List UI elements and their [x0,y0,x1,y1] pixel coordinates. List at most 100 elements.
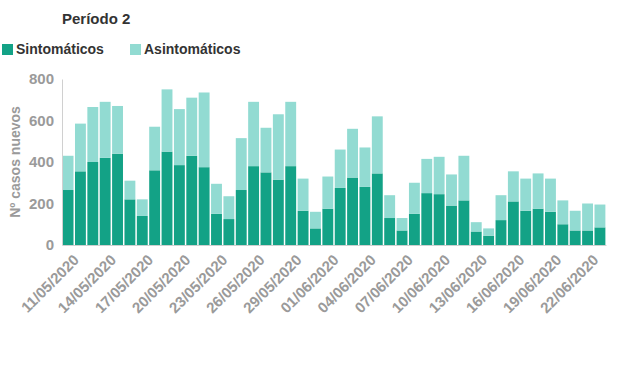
bar [298,211,309,245]
bar [199,167,210,245]
bar [557,224,568,245]
bar [508,171,519,201]
y-tick-label: 600 [29,112,54,129]
bar [582,230,593,245]
y-tick: 600 [29,112,62,129]
bar [236,138,247,190]
bar [372,116,383,173]
bar [384,218,395,245]
y-axis-line [62,80,63,246]
bar [100,158,111,245]
bar [63,156,74,190]
bar [520,179,531,211]
bar [112,154,123,245]
legend-swatch [2,44,13,55]
bar [112,106,123,154]
bar [409,183,420,214]
bar [446,206,457,245]
bar [434,194,445,245]
y-tick-label: 800 [29,70,54,87]
series [63,89,606,235]
bar [384,195,395,218]
bar [211,184,222,214]
bar [162,152,173,245]
bar [322,177,333,209]
bar [137,199,148,216]
bar [594,227,605,245]
bar [496,195,507,220]
bar [87,162,98,245]
bar [75,124,86,172]
x-tick: 22/06/2020 [537,245,602,316]
y-tick: 400 [29,153,62,170]
bar [421,159,432,193]
bar [298,179,309,211]
bar [570,211,581,231]
bar [186,156,197,245]
bar [520,211,531,245]
bar [236,190,247,245]
bar [496,220,507,245]
bar [570,230,581,245]
bar [273,180,284,245]
bar [261,172,272,245]
x-axis: 11/05/202014/05/202017/05/202020/05/2020… [18,245,607,316]
bar [199,92,210,167]
y-axis-title: Nº casos nuevos [7,106,23,218]
bar [347,129,358,178]
bar [310,228,321,245]
y-tick-label: 200 [29,195,54,212]
bar [137,216,148,245]
y-tick: 800 [29,70,62,87]
legend-label: Sintomáticos [16,41,104,57]
bar [471,232,482,245]
title: Período 2 [62,10,130,27]
bar [545,212,556,245]
bar [483,228,494,235]
bar [310,212,321,229]
bar [273,114,284,179]
bar [446,174,457,205]
legend: Sintomáticos Asintomáticos [2,41,241,57]
plot: 0 200 400 600 800 11/05/202014/05/202017/05/2… [18,70,607,316]
bar [75,171,86,245]
bar [124,181,135,200]
bar [372,173,383,245]
bar [285,166,296,245]
bar [174,165,185,245]
bar [248,102,259,166]
bar [100,102,111,158]
bar [483,236,494,245]
bar [471,222,482,231]
bar [458,156,469,201]
bar [533,173,544,208]
bar [174,109,185,165]
y-axis: 0 200 400 600 800 [29,70,63,253]
series [63,152,606,245]
bar [594,205,605,228]
y-tick: 0 [46,236,62,253]
legend-item: Sintomáticos [2,41,104,57]
bar [261,128,272,173]
bar [162,89,173,151]
bar [434,157,445,194]
bar [149,170,160,245]
bars [63,89,606,245]
bar [347,178,358,245]
bar [409,214,420,245]
bar [322,209,333,245]
bar [87,107,98,162]
bar [223,219,234,245]
bar [397,218,408,230]
bar [421,193,432,245]
bar [545,179,556,212]
chart: Período 2 Sintomáticos Asintomáticos 0 200 40… [0,0,620,368]
bar [149,127,160,171]
bar [63,190,74,245]
bar [397,230,408,245]
y-tick-label: 0 [46,236,54,253]
legend-label: Asintomáticos [144,41,241,57]
bar [582,204,593,231]
bar [124,199,135,245]
bar [335,150,346,188]
